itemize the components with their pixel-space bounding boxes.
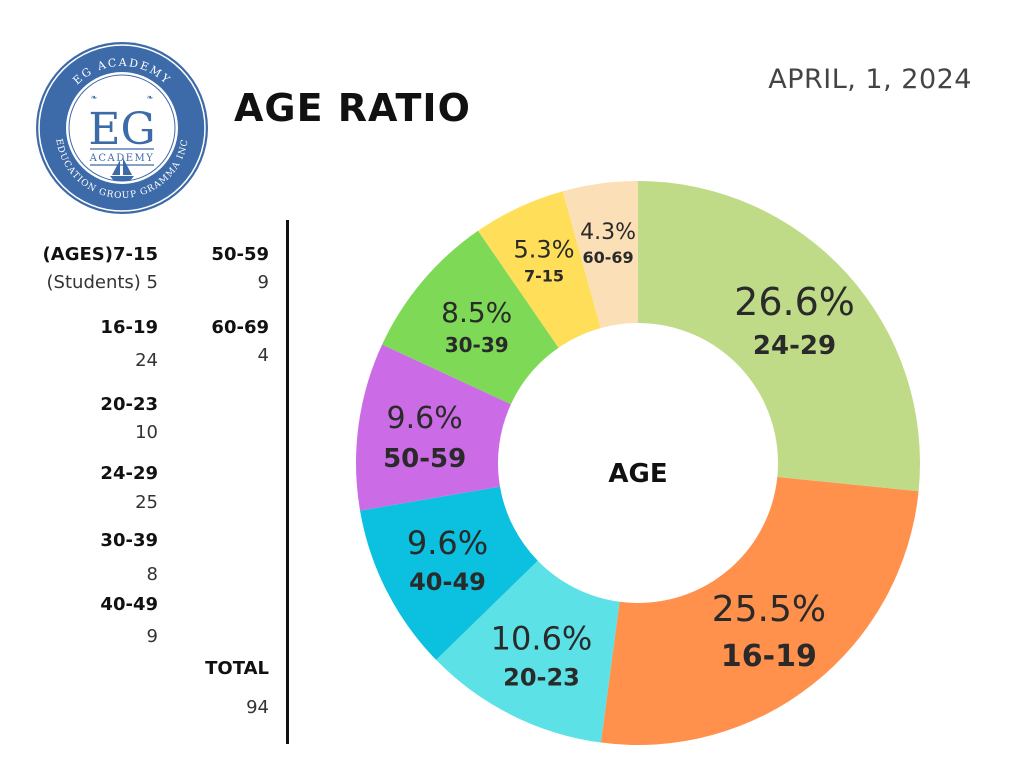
table-divider [286, 220, 289, 744]
table-label-20-23: 20-23 [100, 394, 158, 415]
table-label-24-29: 24-29 [100, 463, 158, 484]
svg-text:❧: ❧ [147, 93, 154, 102]
slice-7-15 [478, 191, 601, 348]
svg-text:❧: ❧ [91, 93, 98, 102]
table-value-20-23: 10 [135, 422, 158, 443]
table-value-50-59: 9 [257, 272, 269, 293]
slice-cat-label-20-23: 20-23 [503, 663, 580, 691]
slice-pct-label-20-23: 10.6% [491, 619, 593, 657]
slice-cat-label-40-49: 40-49 [409, 568, 486, 596]
slice-cat-label-16-19: 16-19 [721, 639, 817, 674]
logo-inner-disc [66, 72, 178, 184]
slice-pct-label-60-69: 4.3% [580, 220, 636, 245]
slice-pct-label-24-29: 26.6% [734, 280, 855, 324]
report-date: APRIL, 1, 2024 [768, 64, 972, 95]
table-label-60-69: 60-69 [211, 317, 269, 338]
slice-20-23 [436, 560, 620, 743]
slice-30-39 [382, 230, 559, 405]
table-value-16-19: 24 [135, 350, 158, 371]
slice-pct-label-30-39: 8.5% [441, 296, 512, 329]
slice-24-29 [638, 181, 920, 492]
slice-16-19 [600, 477, 919, 746]
logo-monogram: EG [88, 104, 155, 155]
logo-sub: ACADEMY [89, 153, 155, 164]
table-label-40-49: 40-49 [100, 594, 158, 615]
table-value-total: 94 [246, 697, 269, 718]
eg-academy-logo: EG ACADEMY EDUCATION GROUP GRAMMA INC ❧ … [36, 42, 208, 214]
table-label-7-15: (AGES)7-15 [42, 244, 158, 265]
slice-50-59 [355, 344, 511, 511]
slice-pct-label-50-59: 9.6% [387, 401, 463, 436]
slice-40-49 [360, 486, 538, 660]
table-label-16-19: 16-19 [100, 317, 158, 338]
ship-icon [110, 158, 134, 181]
table-label-50-59: 50-59 [211, 244, 269, 265]
page-title: AGE RATIO [234, 86, 471, 130]
slice-pct-label-16-19: 25.5% [712, 589, 826, 630]
table-value-40-49: 9 [146, 626, 158, 647]
table-value-60-69: 4 [257, 345, 269, 366]
slice-cat-label-24-29: 24-29 [753, 331, 836, 361]
table-value-30-39: 8 [146, 564, 158, 585]
table-value-24-29: 25 [135, 492, 158, 513]
table-label-30-39: 30-39 [100, 530, 158, 551]
slice-cat-label-30-39: 30-39 [445, 333, 509, 357]
table-value-7-15: (Students) 5 [46, 272, 158, 293]
donut-center-label: AGE [608, 459, 667, 489]
slice-cat-label-7-15: 7-15 [524, 267, 564, 286]
slice-60-69 [562, 181, 638, 329]
age-donut-chart: 26.6% 24-29 25.5% 16-19 10.6% 20-23 9.6% 40-49 9… [355, 181, 920, 746]
slice-cat-label-50-59: 50-59 [383, 444, 466, 474]
slice-pct-label-7-15: 5.3% [514, 236, 575, 264]
table-label-total: TOTAL [205, 658, 269, 679]
slice-pct-label-40-49: 9.6% [407, 524, 488, 562]
slice-cat-label-60-69: 60-69 [582, 248, 633, 267]
